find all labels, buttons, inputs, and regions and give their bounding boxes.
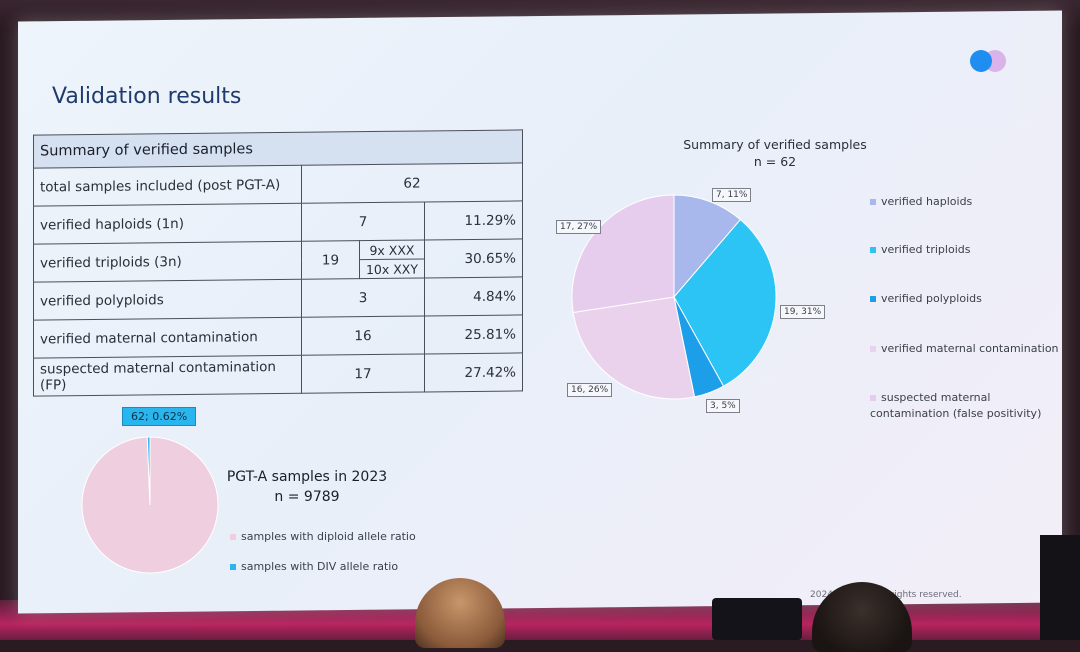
legend-item: verified haploids <box>870 195 972 208</box>
row-label: verified maternal contamination <box>33 317 302 359</box>
row-label: verified polyploids <box>33 279 302 321</box>
chart-subtitle: n = 9789 <box>274 489 340 505</box>
brand-logo <box>970 50 1020 72</box>
row-count: 7 <box>301 201 425 242</box>
legend-label: verified triploids <box>881 243 971 256</box>
table-header: Summary of verified samples <box>33 129 523 169</box>
row-percent: 25.81% <box>424 314 523 354</box>
chart-title: Summary of verified samples <box>683 137 867 152</box>
data-label: 3, 5% <box>706 399 740 413</box>
slide-title: Validation results <box>52 84 242 109</box>
row-label: verified triploids (3n) <box>33 241 302 283</box>
row-label: suspected maternal contamination (FP) <box>33 355 302 397</box>
projector <box>712 598 802 640</box>
legend-item: verified maternal contamination <box>870 342 1059 355</box>
pgta-pie-title-block: PGT-A samples in 2023 n = 9789 <box>222 467 392 507</box>
legend-label: verified polyploids <box>881 292 982 305</box>
legend-item: samples with DIV allele ratio <box>230 560 398 573</box>
row-count: 19 <box>301 240 360 280</box>
logo-dot-blue <box>970 50 992 72</box>
row-sub-value: 9x XXX <box>359 239 425 260</box>
legend-swatch <box>870 199 876 205</box>
legend-swatch <box>870 296 876 302</box>
table-header-row: Summary of verified samples <box>33 129 523 169</box>
legend-item: suspected maternal contamination (false … <box>870 390 1045 422</box>
row-percent: 4.84% <box>424 276 523 316</box>
data-label: 62; 0.62% <box>122 407 197 426</box>
table-row: verified haploids (1n) 7 11.29% <box>33 200 523 245</box>
row-count: 17 <box>301 353 425 394</box>
data-label: 7, 11% <box>712 188 752 202</box>
legend-label: suspected maternal contamination (false … <box>870 391 1042 420</box>
row-count: 3 <box>301 277 425 318</box>
row-sub-value: 10x XXY <box>359 258 425 279</box>
row-count: 16 <box>301 315 425 356</box>
legend-label: samples with diploid allele ratio <box>241 530 416 543</box>
table-row: total samples included (post PGT-A) 62 <box>33 162 523 207</box>
legend-swatch <box>230 564 236 570</box>
row-percent: 30.65% <box>424 238 523 278</box>
data-label: 17, 27% <box>556 220 602 234</box>
legend-item: verified triploids <box>870 243 970 256</box>
legend-label: verified maternal contamination <box>881 342 1059 355</box>
legend-label: verified haploids <box>881 195 973 208</box>
row-label: verified haploids (1n) <box>33 203 302 245</box>
legend-swatch <box>870 395 876 401</box>
row-count: 62 <box>301 162 523 204</box>
chart-subtitle: n = 62 <box>753 154 797 169</box>
row-percent: 11.29% <box>424 200 523 240</box>
table-row: verified triploids (3n) 19 9x XXX 30.65% <box>33 238 523 283</box>
verified-samples-table: Summary of verified samples total sample… <box>33 129 523 397</box>
speaker-cabinet <box>1040 535 1080 640</box>
legend-swatch <box>230 534 236 540</box>
row-label: total samples included (post PGT-A) <box>33 165 302 207</box>
legend-item: verified polyploids <box>870 292 982 305</box>
audience-head <box>415 578 505 648</box>
row-percent: 27.42% <box>424 352 523 392</box>
verified-pie-title-block: Summary of verified samples n = 62 <box>660 136 890 170</box>
data-label: 19, 31% <box>780 305 826 319</box>
table-row: verified maternal contamination 16 25.81… <box>33 314 523 359</box>
legend-swatch <box>870 247 876 253</box>
legend-item: samples with diploid allele ratio <box>230 530 416 543</box>
chart-title: PGT-A samples in 2023 <box>226 469 388 485</box>
legend-label: samples with DIV allele ratio <box>241 560 399 573</box>
data-label: 16, 26% <box>567 383 613 397</box>
legend-swatch <box>870 346 876 352</box>
table-row: suspected maternal contamination (FP) 17… <box>33 352 523 397</box>
table-row: verified polyploids 3 4.84% <box>33 276 523 321</box>
